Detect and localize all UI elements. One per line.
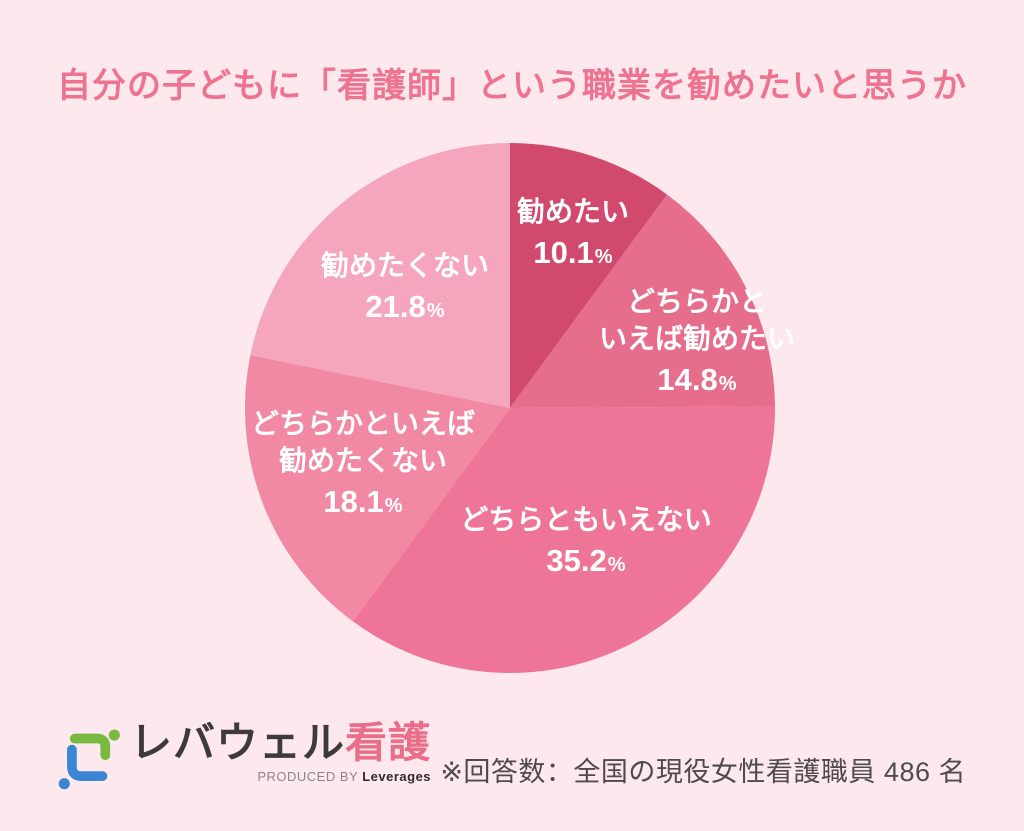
pie-slice xyxy=(510,143,668,408)
brand-name: レバウェル看護 xyxy=(130,720,431,766)
footer: レバウェル看護 PRODUCED BY Leverages ※回答数：全国の現役女… xyxy=(0,712,1024,812)
slice-value: 10.1% xyxy=(533,235,613,270)
sample-size-note: ※回答数：全国の現役女性看護職員 486 名 xyxy=(440,757,966,787)
slice-label-text: 勧めたい xyxy=(516,196,630,227)
pie-label-neither: どちらともいえない 35.2% xyxy=(460,501,711,586)
pie-slice xyxy=(250,143,510,408)
levwell-logo: レバウェル看護 PRODUCED BY Leverages xyxy=(58,720,431,794)
pie-slice xyxy=(245,355,510,622)
levwell-logo-text: レバウェル看護 PRODUCED BY Leverages xyxy=(130,720,432,785)
slice-value: 18.1% xyxy=(323,484,403,519)
slice-value: 14.8% xyxy=(657,362,737,397)
brand-main-text: レバウェル xyxy=(130,719,346,766)
slice-label-text: どちらともいえない xyxy=(460,504,712,535)
slice-label-text: どちらかといえば xyxy=(250,408,476,439)
chart-title: 自分の子どもに「看護師」という職業を勧めたいと思うか xyxy=(57,67,967,105)
brand-accent-text: 看護 xyxy=(345,719,432,766)
pie-svg xyxy=(245,143,775,673)
pie-slice xyxy=(510,194,775,408)
slice-value: 35.2% xyxy=(546,543,626,578)
pie-slice xyxy=(352,406,775,673)
slice-value: 21.8% xyxy=(365,289,445,324)
pie-label-recommend: 勧めたい 10.1% xyxy=(517,193,629,278)
pie-label-somewhat-recommend: どちらかと いえば勧めたい 14.8% xyxy=(599,283,795,405)
pie-label-somewhat-not-recommend: どちらかといえば 勧めたくない 18.1% xyxy=(251,405,475,527)
levwell-logo-mark-icon xyxy=(58,729,120,790)
slice-label-text: いえば勧めたい xyxy=(598,323,796,354)
slice-label-text: どちらかと xyxy=(626,286,768,317)
slice-label-text: 勧めたくない xyxy=(320,250,490,281)
pie-label-not-recommend: 勧めたくない 21.8% xyxy=(321,247,489,332)
pie-chart: 勧めたい 10.1% どちらかと いえば勧めたい 14.8% どちらともいえない… xyxy=(245,143,795,673)
produced-by-line: PRODUCED BY Leverages xyxy=(257,769,432,784)
slice-label-text: 勧めたくない xyxy=(278,445,448,476)
